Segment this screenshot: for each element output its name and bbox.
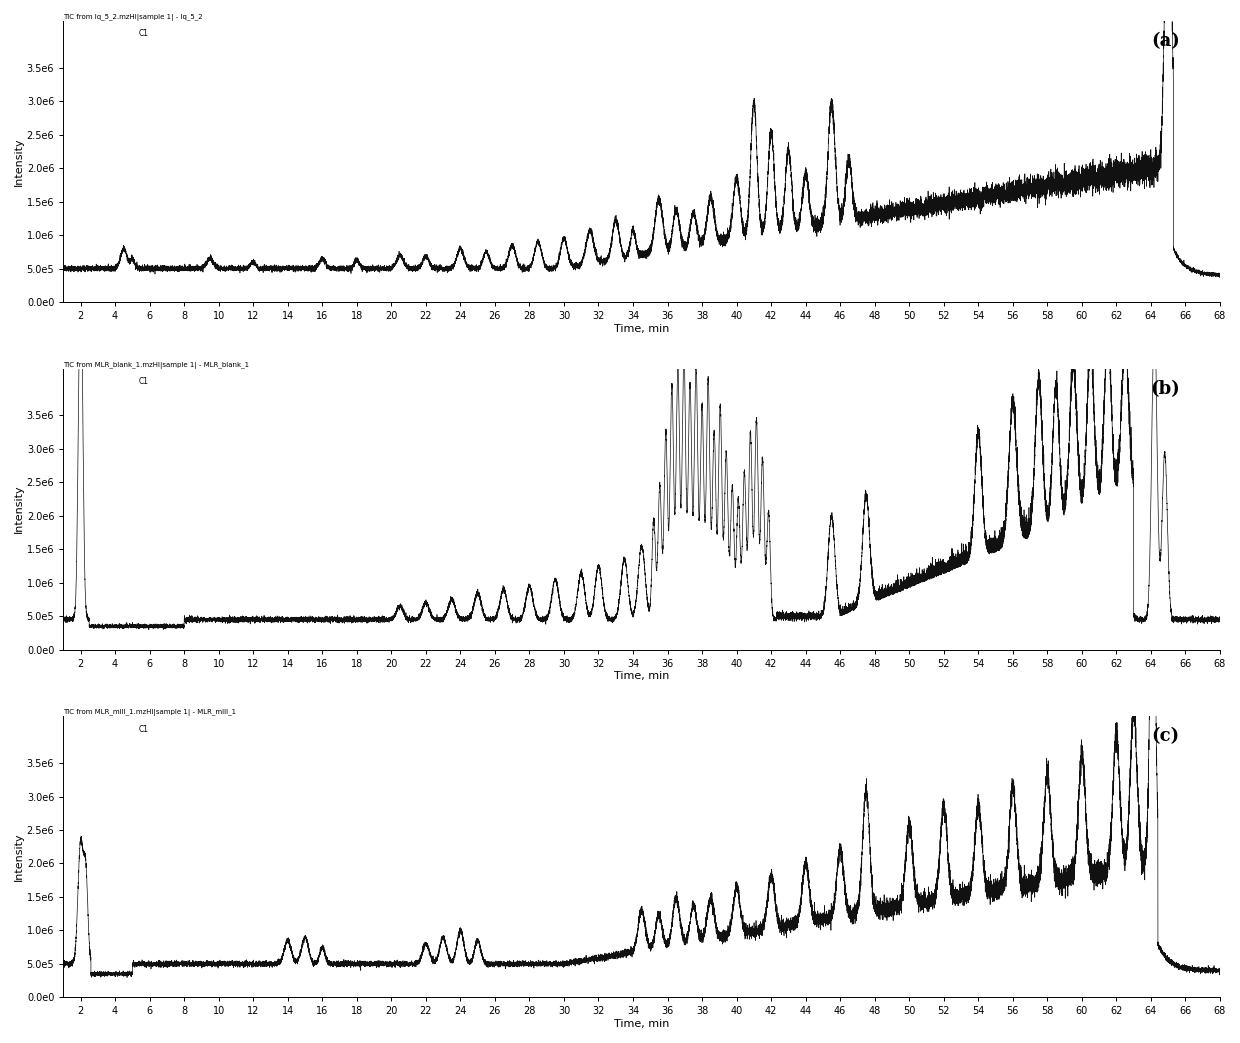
Y-axis label: Intensity: Intensity <box>14 832 24 881</box>
Text: TIC from lq_5_2.mzHl|sample 1| - lq_5_2: TIC from lq_5_2.mzHl|sample 1| - lq_5_2 <box>63 14 203 21</box>
Text: C1: C1 <box>139 377 149 386</box>
Y-axis label: Intensity: Intensity <box>14 485 24 533</box>
Y-axis label: Intensity: Intensity <box>14 137 24 186</box>
Text: (c): (c) <box>1152 727 1179 746</box>
Text: TIC from MLR_mlll_1.mzHl|sample 1| - MLR_mlll_1: TIC from MLR_mlll_1.mzHl|sample 1| - MLR… <box>63 709 237 717</box>
X-axis label: Time, min: Time, min <box>614 672 670 681</box>
Text: (a): (a) <box>1151 32 1179 50</box>
Text: TIC from MLR_blank_1.mzHl|sample 1| - MLR_blank_1: TIC from MLR_blank_1.mzHl|sample 1| - ML… <box>63 362 249 368</box>
Text: C1: C1 <box>139 725 149 733</box>
Text: (b): (b) <box>1149 380 1179 397</box>
X-axis label: Time, min: Time, min <box>614 1019 670 1029</box>
X-axis label: Time, min: Time, min <box>614 323 670 334</box>
Text: C1: C1 <box>139 29 149 39</box>
